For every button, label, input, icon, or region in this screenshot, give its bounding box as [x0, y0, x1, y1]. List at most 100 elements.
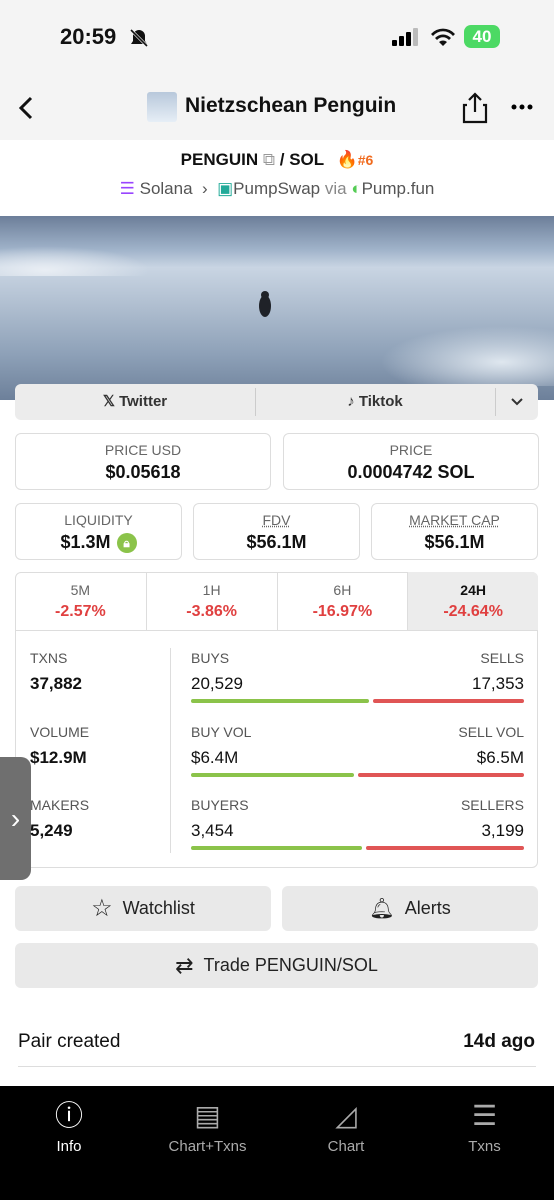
- rank: #6: [357, 152, 374, 168]
- right-label: SELLS: [480, 650, 524, 666]
- price-box: PRICE 0.0004742 SOL: [283, 433, 539, 490]
- right-value: $6.5M: [476, 747, 524, 767]
- stat-value: 37,882: [30, 674, 82, 693]
- header-title: Nietzschean Penguin: [185, 94, 397, 117]
- tab[interactable]: ▤ Chart+Txns: [139, 1100, 277, 1155]
- tiktok-label: Tiktok: [358, 393, 403, 410]
- side-handle[interactable]: ›: [0, 757, 31, 880]
- alerts-button[interactable]: 🔔︎ Alerts: [282, 886, 538, 931]
- top-bg: [0, 0, 554, 140]
- right-value: 17,353: [472, 674, 524, 693]
- token-avatar: [147, 92, 177, 122]
- metric-label: MARKET CAP: [409, 512, 500, 528]
- links-bar: 𝕏 Twitter ♪ Tiktok: [15, 384, 538, 420]
- metric-value: $56.1M: [246, 532, 307, 552]
- right-value: 3,199: [481, 821, 524, 840]
- tab[interactable]: ◿ Chart: [277, 1100, 415, 1155]
- period-change: -24.64%: [443, 603, 503, 620]
- period-tab[interactable]: 1H -3.86%: [145, 572, 277, 631]
- price-value: 0.0004742 SOL: [347, 462, 475, 482]
- stat-value: $12.9M: [30, 747, 87, 767]
- tab-label: Chart+Txns: [168, 1138, 247, 1155]
- pair-quote: SOL: [289, 150, 324, 169]
- metric-box: LIQUIDITY $1.3M 🔒︎: [15, 503, 182, 560]
- stat-label: MAKERS: [30, 797, 90, 813]
- metric-value: $1.3M 🔒︎: [16, 532, 181, 554]
- tab-label: Txns: [468, 1138, 501, 1155]
- stat-label: TXNS: [30, 650, 68, 666]
- route-line: ☰ Solana › ▣PumpSwap via ◐Pump.fun: [119, 179, 435, 198]
- period-change: -3.86%: [186, 603, 237, 620]
- period-tab[interactable]: 6H -16.97%: [276, 572, 408, 631]
- watchlist-button[interactable]: ☆ Watchlist: [15, 886, 271, 931]
- period-change: -16.97%: [312, 603, 373, 620]
- tab-label: Chart: [327, 1138, 365, 1155]
- price-label: PRICE USD: [104, 442, 182, 458]
- tab-label: Info: [56, 1138, 82, 1155]
- right-label: SELLERS: [460, 797, 524, 813]
- stat-value: 5,249: [30, 821, 73, 840]
- price-label: PRICE: [389, 442, 433, 458]
- period-label: 24H: [460, 582, 486, 598]
- left-label: BUYS: [191, 650, 230, 666]
- left-label: BUYERS: [191, 797, 249, 813]
- metric-label: LIQUIDITY: [64, 512, 133, 528]
- lock-icon: 🔒︎: [116, 533, 137, 554]
- trade-label: Trade PENGUIN/SOL: [203, 955, 378, 975]
- detail-divider: [18, 1066, 536, 1067]
- left-label: BUY VOL: [191, 723, 252, 740]
- tab-icon: ⓘ: [54, 1100, 83, 1131]
- detail-value: 14d ago: [463, 1031, 535, 1052]
- back-button[interactable]: [16, 95, 36, 121]
- metric-box: MARKET CAP $56.1M: [371, 503, 538, 560]
- more-button[interactable]: [510, 102, 536, 112]
- left-value: 3,454: [191, 821, 234, 840]
- mute-icon: [129, 28, 149, 48]
- period-label: 1H: [202, 582, 221, 598]
- metric-box: FDV $56.1M: [193, 503, 360, 560]
- trade-button[interactable]: ⇄ Trade PENGUIN/SOL: [15, 943, 538, 988]
- tab-icon: ▤: [194, 1100, 221, 1131]
- metric-label: FDV: [262, 512, 291, 528]
- time: 20:59: [60, 24, 117, 49]
- pair-base: PENGUIN: [180, 150, 259, 169]
- period-tab[interactable]: 24H -24.64%: [407, 572, 538, 631]
- sell-bar: [373, 699, 524, 703]
- via: via: [324, 179, 347, 198]
- period-change: -2.57%: [55, 603, 106, 620]
- price-value: $0.05618: [105, 462, 181, 482]
- right-label: SELL VOL: [458, 723, 524, 740]
- period-tab[interactable]: 5M -2.57%: [15, 572, 146, 631]
- twitter-label: Twitter: [119, 393, 168, 410]
- battery: 40: [464, 25, 500, 48]
- wifi-icon: [431, 28, 455, 46]
- sell-bar: [358, 772, 524, 777]
- divider: [170, 648, 171, 853]
- dex: PumpSwap: [233, 179, 321, 198]
- period-label: 6H: [333, 582, 352, 598]
- signal-icon: [392, 28, 418, 46]
- price-box: PRICE USD $0.05618: [15, 433, 271, 490]
- tab-icon: ☰: [471, 1100, 498, 1131]
- stat-label: VOLUME: [30, 723, 90, 740]
- launchpad: Pump.fun: [361, 179, 435, 198]
- twitter-link[interactable]: 𝕏 Twitter: [102, 393, 168, 410]
- left-value: $6.4M: [191, 747, 239, 767]
- tab[interactable]: ☰ Txns: [416, 1100, 554, 1155]
- sell-bar: [365, 846, 524, 850]
- buy-bar: [191, 846, 362, 850]
- watchlist-label: Watchlist: [122, 898, 195, 918]
- detail-label: Pair created: [18, 1031, 121, 1052]
- pair-line: PENGUIN ⧉ / SOL 🔥#6: [180, 150, 374, 169]
- share-button[interactable]: [462, 92, 488, 124]
- pair-sep: /: [279, 150, 285, 169]
- buy-bar: [191, 772, 355, 777]
- buy-bar: [191, 699, 370, 703]
- tiktok-link[interactable]: ♪ Tiktok: [347, 393, 403, 410]
- tab[interactable]: ⓘ Info: [0, 1100, 138, 1155]
- period-label: 5M: [70, 582, 91, 598]
- more-links[interactable]: [510, 396, 524, 408]
- tab-bar: [0, 1086, 554, 1200]
- tab-icon: ◿: [335, 1100, 357, 1131]
